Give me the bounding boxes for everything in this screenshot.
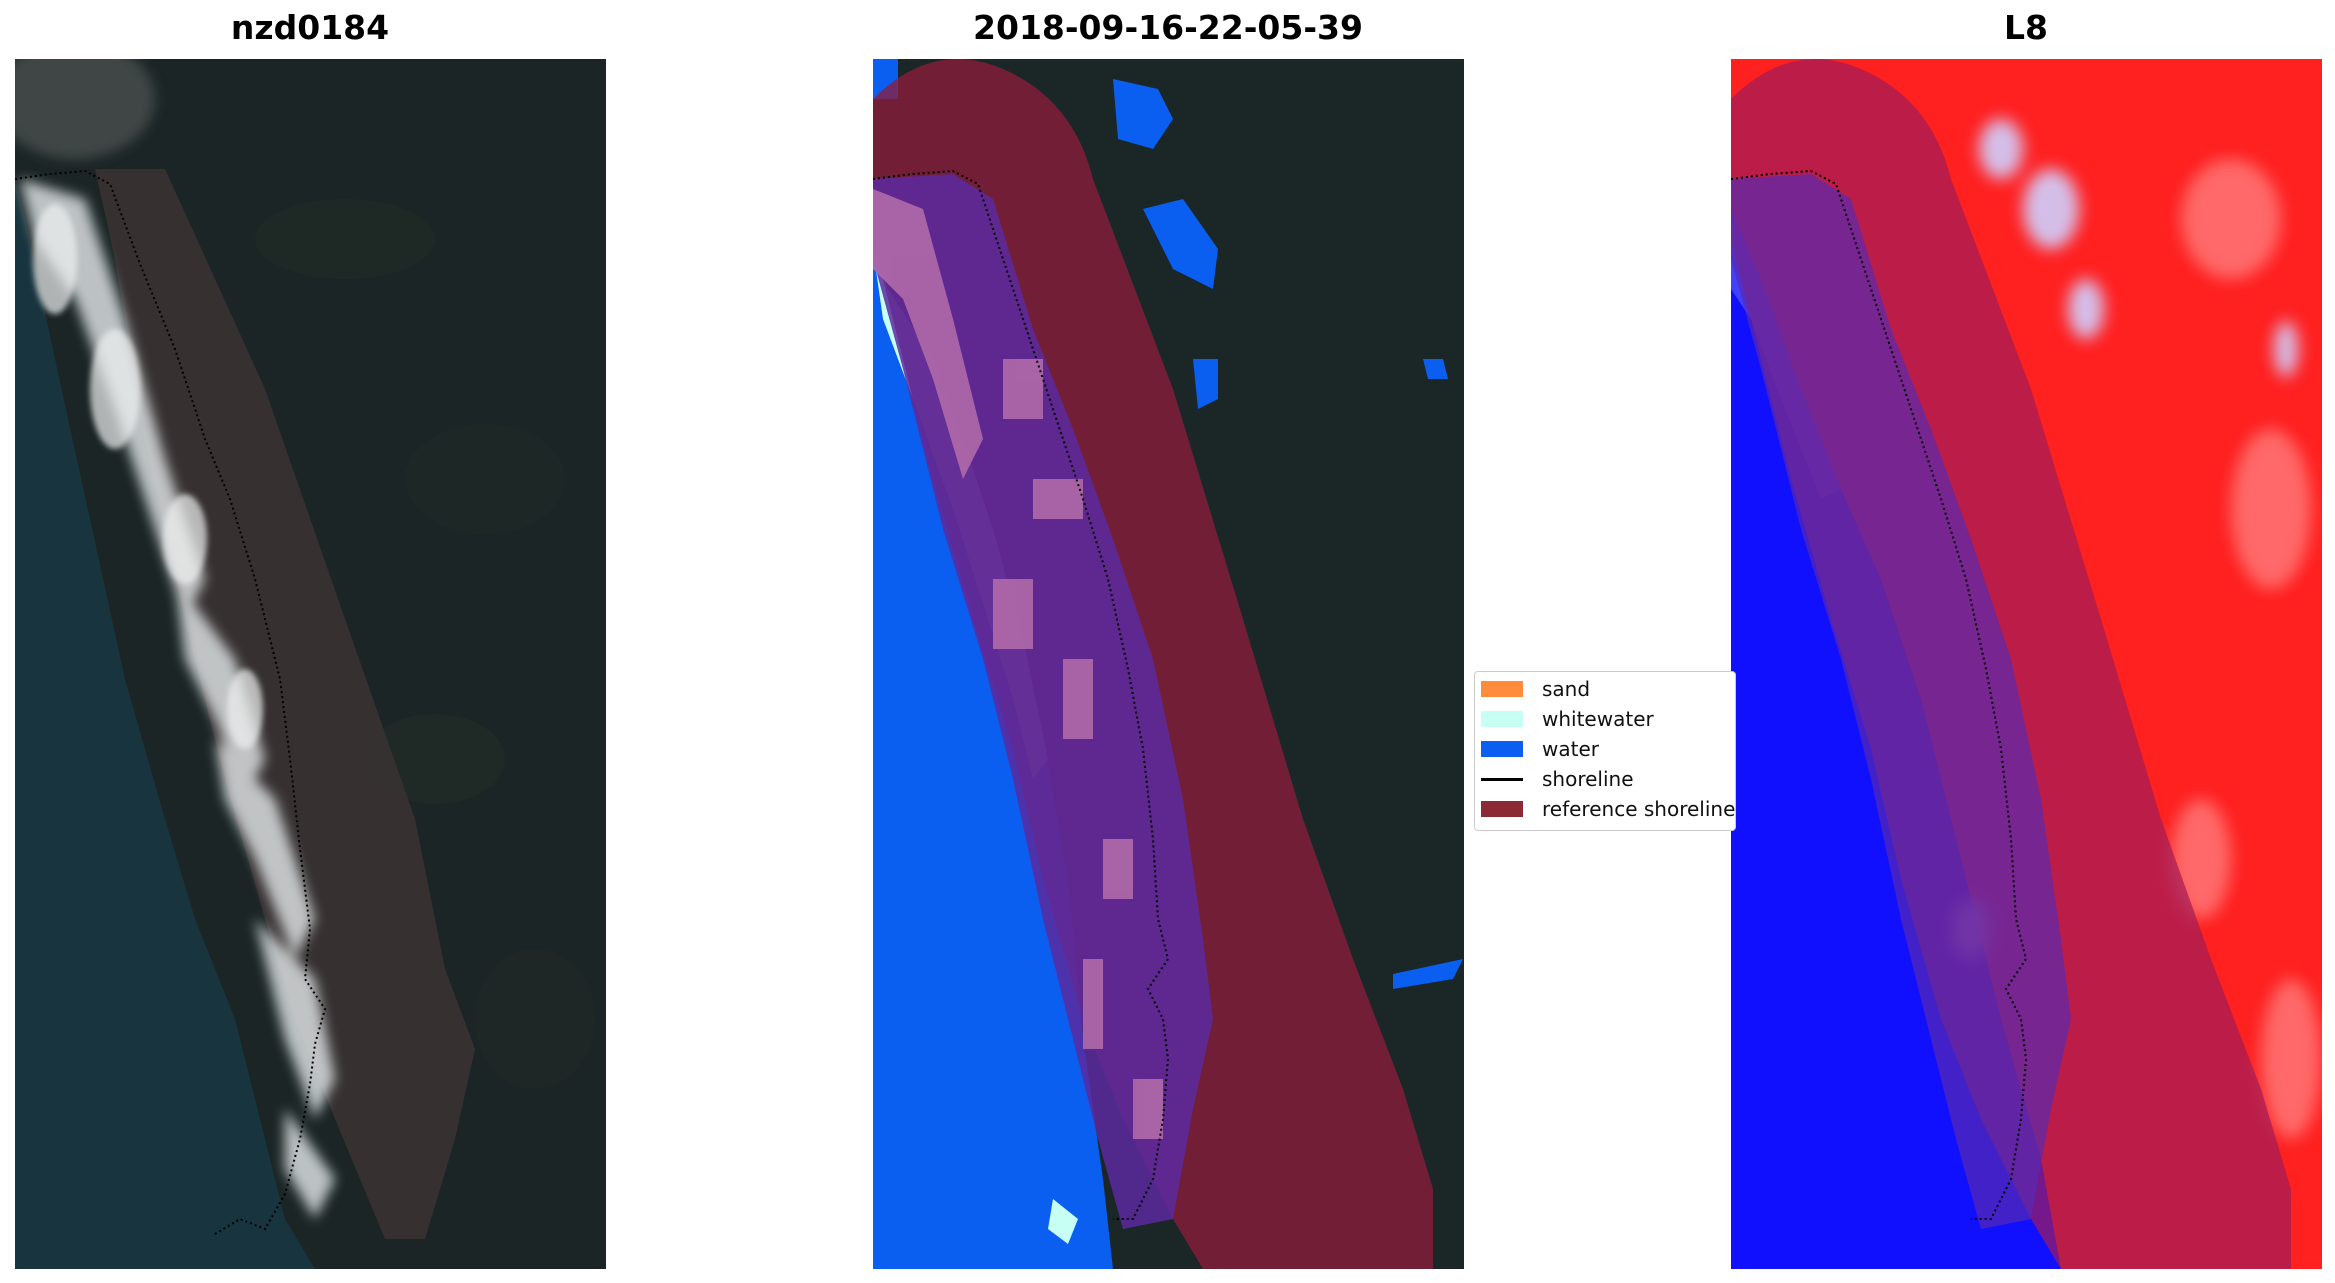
reference-shoreline-swatch [1481,801,1523,817]
legend-label: reference shoreline [1542,797,1736,821]
panel-title-date: 2018-09-16-22-05-39 [973,8,1363,47]
legend-label: whitewater [1542,707,1654,731]
legend-label: sand [1542,677,1591,701]
legend-item-shoreline: shoreline [1481,765,1634,793]
legend-label: shoreline [1542,767,1634,791]
legend-label: water [1542,737,1599,761]
legend-item-whitewater: whitewater [1481,705,1654,733]
rgb-satellite-image [15,59,606,1269]
whitewater-swatch [1481,711,1523,727]
classified-image [873,59,1464,1269]
mndwi-image [1731,59,2322,1269]
shoreline-line-swatch [1481,777,1523,781]
legend-item-water: water [1481,735,1599,763]
legend-item-sand: sand [1481,675,1590,703]
legend-item-reference-shoreline: reference shoreline [1481,795,1735,823]
panel-title-rgb: nzd0184 [230,8,390,47]
panel-title-sensor: L8 [2004,8,2048,47]
legend: sand whitewater water shoreline referenc… [1474,671,1736,831]
sand-swatch [1481,681,1523,697]
water-swatch [1481,741,1523,757]
